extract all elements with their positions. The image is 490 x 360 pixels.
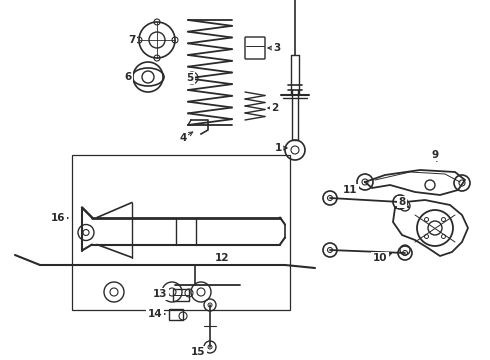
Text: 8: 8: [398, 197, 406, 207]
Text: 6: 6: [124, 72, 132, 82]
Text: 10: 10: [373, 253, 387, 263]
Bar: [72, 155, 290, 310]
Text: 3: 3: [273, 43, 281, 53]
Text: 11: 11: [343, 185, 357, 195]
Text: 5: 5: [186, 73, 194, 83]
Text: 2: 2: [271, 103, 279, 113]
Text: 15: 15: [191, 347, 205, 357]
Text: 14: 14: [147, 309, 162, 319]
Text: 7: 7: [128, 35, 136, 45]
Text: 4: 4: [179, 133, 187, 143]
Text: 13: 13: [153, 289, 167, 299]
Text: 12: 12: [215, 253, 229, 263]
Text: 16: 16: [51, 213, 65, 223]
Text: 9: 9: [431, 150, 439, 160]
Text: 1: 1: [274, 143, 282, 153]
